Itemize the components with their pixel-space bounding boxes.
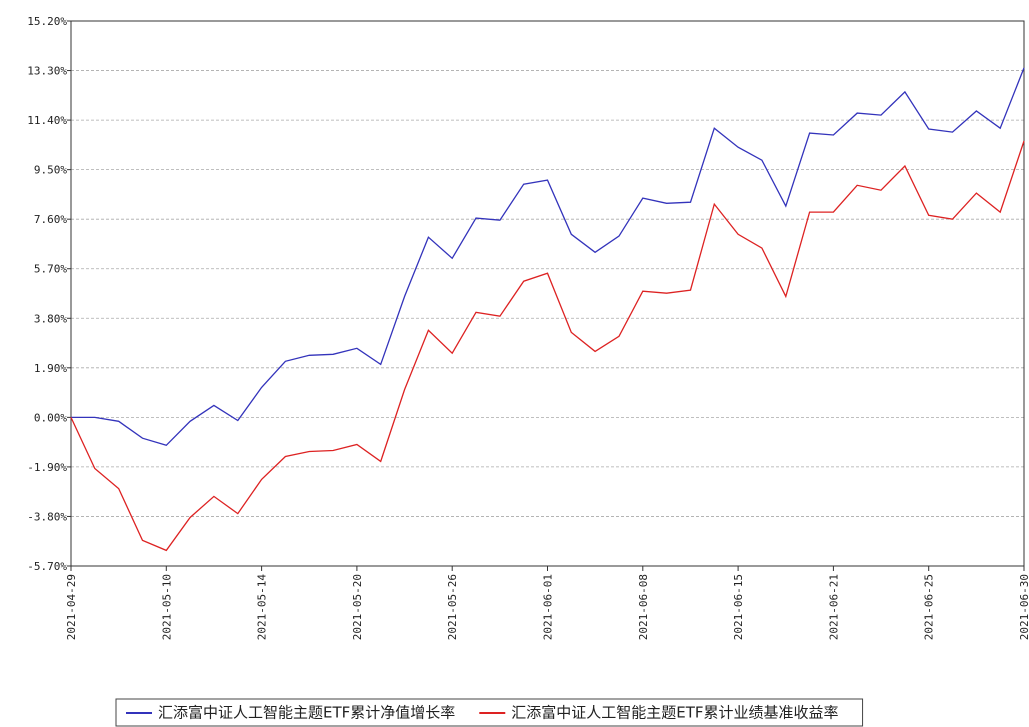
x-tick-label: 2021-06-15 xyxy=(732,574,745,640)
legend-label: 汇添富中证人工智能主题ETF累计净值增长率 xyxy=(158,704,455,722)
x-tick-label: 2021-05-20 xyxy=(351,574,364,640)
plot-frame xyxy=(70,20,1025,567)
x-tick-label: 2021-06-01 xyxy=(542,574,555,640)
y-tick-label: 5.70% xyxy=(34,263,67,276)
x-tick-label: 2021-06-30 xyxy=(1018,574,1029,640)
x-tick-label: 2021-04-29 xyxy=(65,574,78,640)
series-line xyxy=(70,140,1025,552)
y-tick-label: 7.60% xyxy=(34,213,67,226)
y-tick-label: 1.90% xyxy=(34,362,67,375)
y-tick-label: 9.50% xyxy=(34,164,67,177)
x-tick-label: 2021-05-10 xyxy=(160,574,173,640)
x-tick-label: 2021-05-14 xyxy=(256,574,269,641)
y-tick-label: 15.20% xyxy=(27,15,67,28)
legend-label: 汇添富中证人工智能主题ETF累计业绩基准收益率 xyxy=(511,704,838,722)
y-tick-label: 0.00% xyxy=(34,411,67,424)
y-tick-label: -3.80% xyxy=(27,510,67,523)
y-tick-label: -1.90% xyxy=(27,461,67,474)
x-tick-label: 2021-05-26 xyxy=(446,574,459,640)
y-tick-label: 3.80% xyxy=(34,312,67,325)
x-tick-label: 2021-06-25 xyxy=(923,574,936,640)
series-line xyxy=(71,67,1025,447)
x-tick-label: 2021-06-21 xyxy=(827,574,840,640)
y-tick-label: -5.70% xyxy=(27,560,67,573)
y-tick-label: 11.40% xyxy=(27,114,67,127)
legend: 汇添富中证人工智能主题ETF累计净值增长率 汇添富中证人工智能主题ETF累计业绩基… xyxy=(115,698,864,727)
y-tick-label: 13.30% xyxy=(27,65,67,78)
x-tick-label: 2021-06-08 xyxy=(637,574,650,640)
